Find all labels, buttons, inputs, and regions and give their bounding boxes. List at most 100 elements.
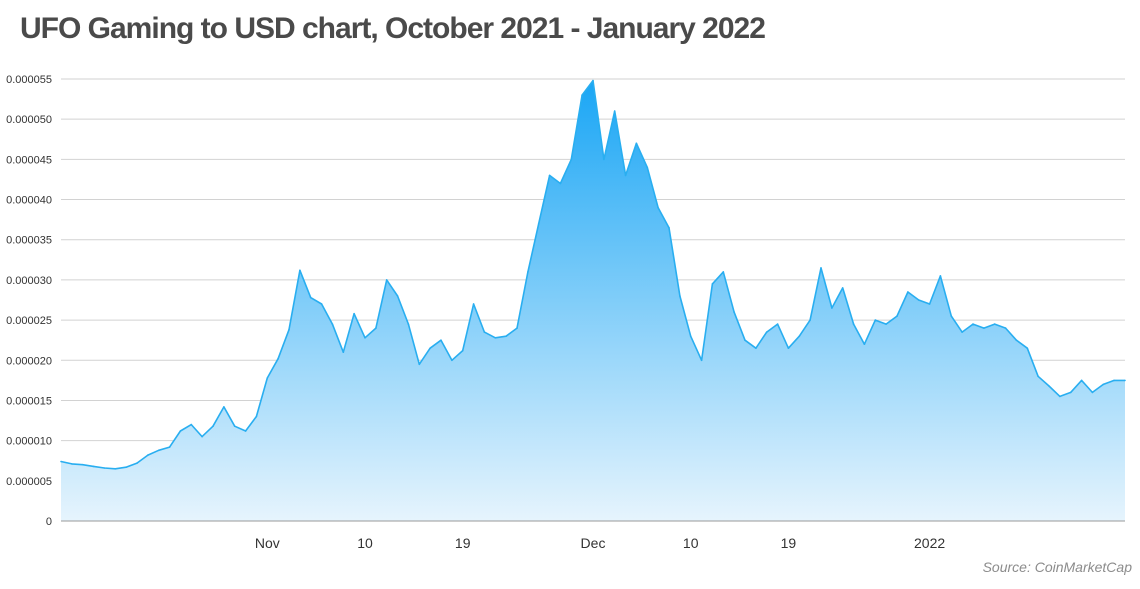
x-tick-label: 19 xyxy=(455,535,471,551)
data-point xyxy=(1059,395,1061,398)
data-point xyxy=(157,449,160,452)
data-point xyxy=(537,222,540,225)
data-point xyxy=(983,327,985,329)
x-tick-label: 19 xyxy=(781,535,797,551)
data-point xyxy=(429,347,431,350)
data-point xyxy=(668,226,670,229)
data-point xyxy=(385,279,388,281)
y-tick-label: 0.000050 xyxy=(6,114,52,126)
data-point xyxy=(309,296,312,299)
data-point xyxy=(928,303,931,305)
data-point xyxy=(516,327,518,329)
data-point xyxy=(92,465,95,468)
data-point xyxy=(125,466,127,469)
x-tick-label: 2022 xyxy=(914,535,945,551)
x-tick-label: 10 xyxy=(683,535,699,551)
chart-title: UFO Gaming to USD chart, October 2021 - … xyxy=(20,12,766,45)
data-point xyxy=(147,454,149,456)
data-point xyxy=(472,303,475,305)
data-point xyxy=(635,142,638,145)
data-point xyxy=(1004,327,1007,329)
data-point xyxy=(331,323,334,325)
x-tick-label: Nov xyxy=(255,535,280,551)
data-point xyxy=(60,460,62,463)
data-point xyxy=(451,359,453,362)
data-point xyxy=(103,467,106,469)
data-point xyxy=(993,323,996,325)
data-point xyxy=(1048,385,1050,387)
data-point xyxy=(1015,339,1018,342)
data-point xyxy=(320,303,323,305)
y-tick-label: 0.000005 xyxy=(6,476,52,488)
data-point xyxy=(407,323,410,325)
data-point xyxy=(299,269,301,272)
data-point xyxy=(657,206,659,209)
data-point xyxy=(820,267,822,269)
data-point xyxy=(114,468,117,470)
source-credit: Source: CoinMarketCap xyxy=(982,559,1132,575)
y-tick-label: 0.000055 xyxy=(6,74,52,86)
data-point xyxy=(559,182,562,185)
data-point xyxy=(1113,379,1115,382)
data-point xyxy=(223,406,225,408)
data-point xyxy=(505,335,507,338)
data-point xyxy=(776,323,779,325)
x-axis-ticks: Nov 10 19 Dec 10 19 2022 xyxy=(255,535,946,551)
data-point xyxy=(266,377,269,379)
data-point xyxy=(342,351,345,354)
data-point xyxy=(233,425,236,428)
data-point xyxy=(1124,379,1126,382)
data-point xyxy=(483,331,486,333)
y-tick-label: 0.000020 xyxy=(6,355,52,367)
data-point xyxy=(1080,379,1083,382)
data-point xyxy=(570,158,573,161)
data-point xyxy=(689,335,692,338)
data-point xyxy=(1069,391,1072,394)
data-point xyxy=(939,275,942,277)
data-point xyxy=(950,315,953,317)
data-point xyxy=(396,295,399,297)
data-point xyxy=(277,357,279,360)
data-point xyxy=(885,323,887,325)
data-point xyxy=(798,335,801,338)
data-point xyxy=(917,299,920,301)
data-point xyxy=(1102,383,1105,386)
data-point xyxy=(81,463,84,466)
data-point xyxy=(201,435,203,438)
data-point xyxy=(972,323,974,325)
y-tick-label: 0.000030 xyxy=(6,275,52,287)
price-area-fill xyxy=(61,80,1125,521)
x-tick-label: Dec xyxy=(581,535,606,551)
data-point xyxy=(244,430,247,432)
y-tick-label: 0.000040 xyxy=(6,195,52,207)
data-point xyxy=(624,174,627,177)
data-point xyxy=(765,331,768,333)
data-point xyxy=(863,343,866,346)
data-point xyxy=(440,339,442,342)
data-point xyxy=(527,271,529,273)
data-point xyxy=(755,347,757,350)
data-point xyxy=(907,291,909,293)
data-point xyxy=(418,363,421,366)
data-point xyxy=(288,328,290,331)
data-point xyxy=(603,158,605,161)
data-point xyxy=(787,347,790,350)
x-tick-label: 10 xyxy=(357,535,373,551)
data-point xyxy=(733,311,735,313)
data-point xyxy=(364,337,366,339)
data-point xyxy=(722,271,725,273)
data-point xyxy=(831,307,833,309)
y-tick-label: 0.000010 xyxy=(6,436,52,448)
data-point xyxy=(711,283,714,285)
data-point xyxy=(179,430,182,432)
data-point xyxy=(1037,375,1039,378)
y-tick-label: 0.000025 xyxy=(6,315,52,327)
price-points xyxy=(60,79,1126,470)
data-point xyxy=(581,94,583,96)
data-point xyxy=(375,327,377,329)
data-point xyxy=(548,174,551,177)
data-point xyxy=(1026,347,1029,350)
y-axis-ticks: 0 0.000005 0.000010 0.000015 0.000020 0.00002… xyxy=(6,74,52,528)
y-tick-label: 0.000035 xyxy=(6,235,52,247)
